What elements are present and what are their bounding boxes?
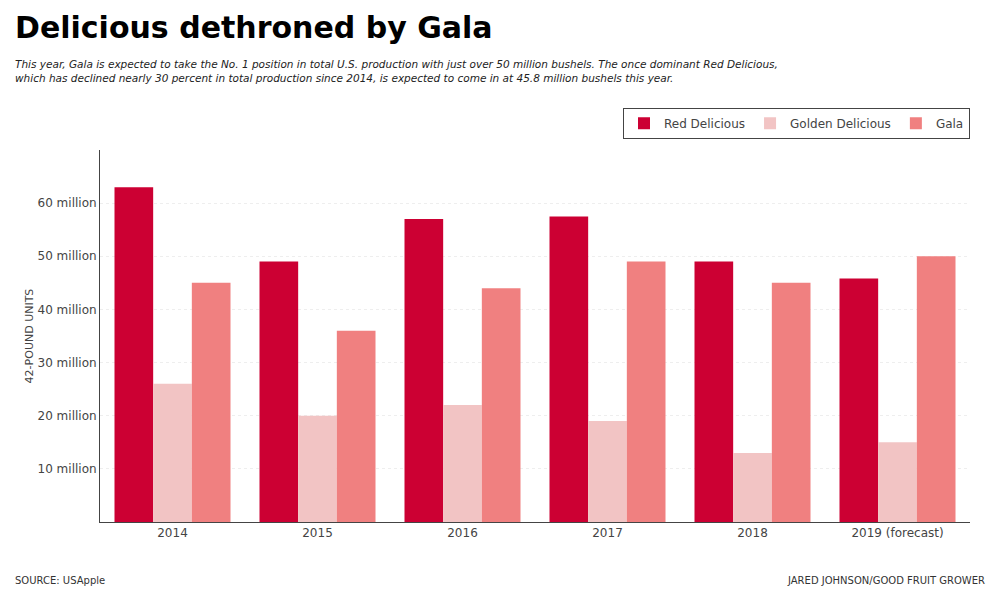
svg-text:2015: 2015 (302, 526, 333, 540)
svg-text:60 million: 60 million (38, 196, 97, 210)
svg-text:Golden Delicious: Golden Delicious (790, 117, 891, 131)
svg-text:10 million: 10 million (38, 462, 97, 476)
svg-text:This year, Gala is expected to: This year, Gala is expected to take the … (15, 58, 778, 84)
svg-text:30 million: 30 million (38, 356, 97, 370)
svg-text:Delicious dethroned by Gala: Delicious dethroned by Gala (15, 10, 493, 45)
svg-text:SOURCE: USApple: SOURCE: USApple (15, 575, 105, 586)
svg-text:50 million: 50 million (38, 249, 97, 263)
svg-text:JARED JOHNSON/GOOD FRUIT GROWE: JARED JOHNSON/GOOD FRUIT GROWER (787, 575, 985, 586)
svg-text:2016: 2016 (447, 526, 478, 540)
svg-text:40 million: 40 million (38, 303, 97, 317)
svg-text:20 million: 20 million (38, 409, 97, 423)
svg-text:2017: 2017 (592, 526, 623, 540)
svg-text:2019 (forecast): 2019 (forecast) (851, 526, 943, 540)
svg-text:Red Delicious: Red Delicious (664, 117, 745, 131)
svg-text:2018: 2018 (737, 526, 768, 540)
svg-text:Gala: Gala (936, 117, 963, 131)
svg-text:42-POUND UNITS: 42-POUND UNITS (23, 289, 36, 384)
svg-text:2014: 2014 (157, 526, 188, 540)
